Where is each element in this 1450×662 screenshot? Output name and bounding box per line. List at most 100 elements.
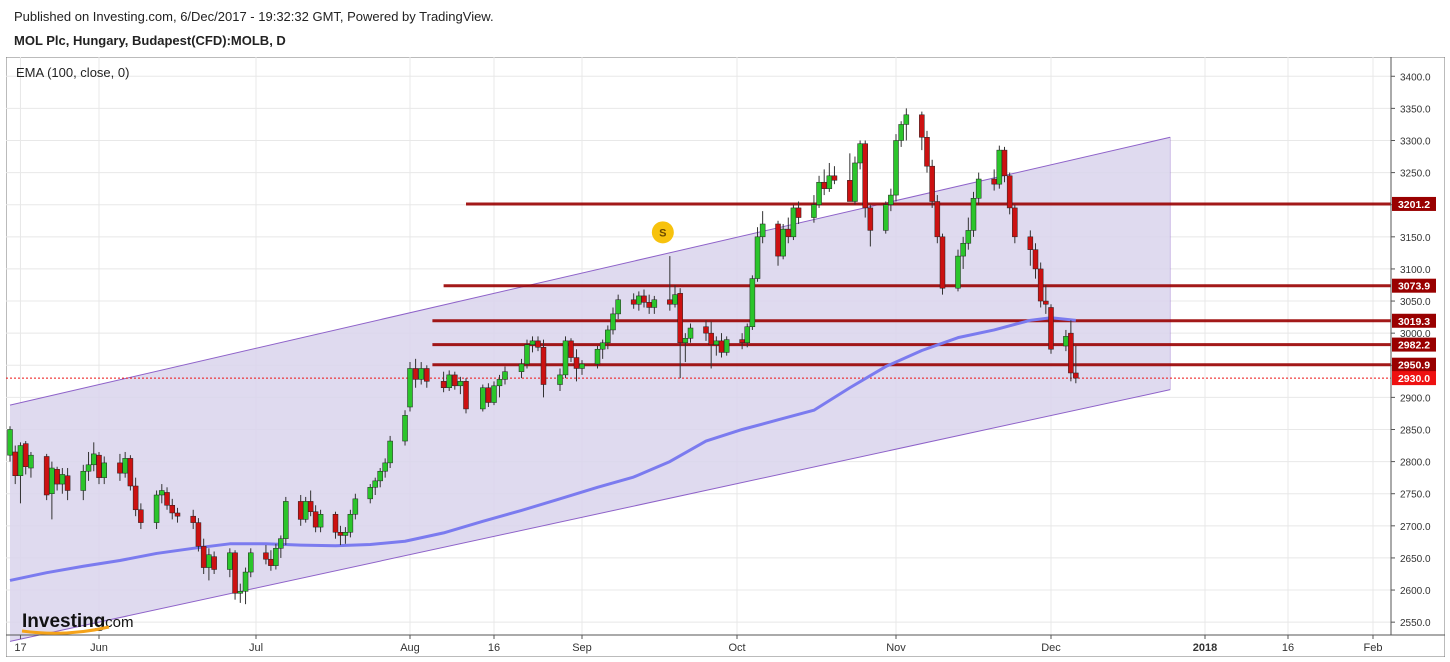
candle-body bbox=[85, 464, 92, 472]
published-line: Published on Investing.com, 6/Dec/2017 -… bbox=[14, 9, 494, 24]
candle bbox=[682, 333, 689, 363]
candle-body bbox=[117, 462, 123, 474]
candle-body bbox=[540, 347, 547, 385]
candle bbox=[367, 484, 374, 504]
candle bbox=[496, 374, 503, 398]
candle bbox=[744, 323, 751, 348]
candle-body bbox=[893, 140, 899, 196]
event-marker[interactable]: S bbox=[651, 221, 674, 244]
candle-body bbox=[562, 340, 569, 376]
y-tick-label: 3050.0 bbox=[1400, 297, 1431, 308]
candle bbox=[579, 360, 585, 375]
candle bbox=[7, 426, 13, 462]
candle-body bbox=[579, 363, 585, 369]
candle bbox=[518, 358, 525, 379]
candle-body bbox=[446, 374, 452, 388]
candle-body bbox=[1027, 236, 1034, 250]
y-tick-label: 2550.0 bbox=[1400, 618, 1431, 629]
candle-body bbox=[337, 531, 344, 536]
candle-body bbox=[1043, 300, 1049, 305]
candle-body bbox=[127, 458, 134, 487]
candle bbox=[80, 464, 87, 501]
candle bbox=[1012, 204, 1018, 244]
candle bbox=[754, 227, 761, 282]
price-level-label-box bbox=[1392, 196, 1436, 211]
candle bbox=[248, 548, 254, 578]
candle-body bbox=[412, 368, 419, 380]
candle bbox=[273, 543, 279, 570]
candle bbox=[127, 455, 134, 491]
candle bbox=[965, 217, 972, 250]
candle bbox=[708, 321, 714, 369]
candle bbox=[888, 188, 894, 212]
candle-body bbox=[739, 339, 745, 344]
candle bbox=[28, 451, 34, 478]
candle-body bbox=[200, 546, 207, 568]
candle bbox=[934, 195, 941, 244]
candle-body bbox=[882, 204, 889, 231]
x-tick-label: 16 bbox=[488, 642, 500, 654]
candle bbox=[452, 371, 458, 390]
candle-body bbox=[273, 548, 279, 566]
candle bbox=[174, 507, 181, 523]
candle-body bbox=[903, 114, 910, 125]
candle bbox=[795, 201, 802, 224]
candle-body bbox=[1068, 332, 1074, 374]
price-level-label: 3019.3 bbox=[1398, 316, 1430, 328]
candle-body bbox=[302, 501, 309, 520]
candle-body bbox=[91, 453, 97, 466]
candle bbox=[446, 370, 452, 391]
candle bbox=[826, 162, 833, 192]
y-tick-label: 2850.0 bbox=[1400, 425, 1431, 436]
candle bbox=[524, 339, 530, 369]
candle-body bbox=[780, 228, 786, 257]
candle bbox=[867, 204, 874, 247]
x-tick-label: Nov bbox=[886, 642, 906, 654]
candle-body bbox=[132, 485, 139, 511]
candle bbox=[893, 134, 899, 202]
candle-body bbox=[101, 462, 107, 478]
candle bbox=[424, 365, 430, 388]
candle-body bbox=[847, 180, 853, 202]
candle-body bbox=[457, 381, 464, 387]
candle-body bbox=[64, 475, 71, 491]
candle-body bbox=[352, 498, 359, 515]
candle-body bbox=[1048, 307, 1054, 350]
x-tick-label: Jul bbox=[249, 642, 263, 654]
candle bbox=[960, 236, 966, 269]
candle-body bbox=[975, 178, 982, 199]
x-tick-label: Oct bbox=[728, 642, 745, 654]
candle bbox=[332, 511, 339, 539]
candle bbox=[703, 320, 709, 341]
price-chart[interactable]: 2550.0 2600.0 2650.0 2700.0 2750.0 2800.0 2850… bbox=[5, 56, 1446, 658]
candle bbox=[138, 503, 144, 530]
candle-body bbox=[485, 387, 492, 403]
candle-body bbox=[22, 443, 29, 467]
candle bbox=[412, 358, 419, 388]
candle bbox=[929, 159, 935, 208]
candle bbox=[557, 368, 563, 391]
candle-body bbox=[452, 374, 458, 387]
chart-frame[interactable]: 2550.0 2600.0 2650.0 2700.0 2750.0 2800.0 2850… bbox=[5, 56, 1446, 658]
candle-body bbox=[682, 338, 689, 344]
event-marker-circle[interactable] bbox=[651, 221, 674, 244]
candle bbox=[535, 336, 541, 352]
candle-body bbox=[377, 470, 383, 482]
candle-body bbox=[795, 207, 802, 218]
candle-body bbox=[790, 207, 797, 238]
y-tick-label: 2600.0 bbox=[1400, 586, 1431, 597]
candle-body bbox=[718, 340, 725, 353]
price-level-label: 3201.2 bbox=[1398, 199, 1430, 211]
investing-logo[interactable]: Investing .com bbox=[21, 611, 134, 635]
event-marker-label: S bbox=[659, 227, 666, 239]
candle bbox=[687, 323, 694, 343]
candle-body bbox=[407, 368, 413, 408]
candle-body bbox=[80, 470, 87, 491]
candle-body bbox=[687, 327, 694, 339]
candle bbox=[996, 145, 1003, 189]
candle bbox=[440, 371, 447, 393]
price-level-label: 2950.9 bbox=[1398, 360, 1430, 372]
candle-body bbox=[568, 340, 574, 358]
candle bbox=[463, 378, 469, 414]
